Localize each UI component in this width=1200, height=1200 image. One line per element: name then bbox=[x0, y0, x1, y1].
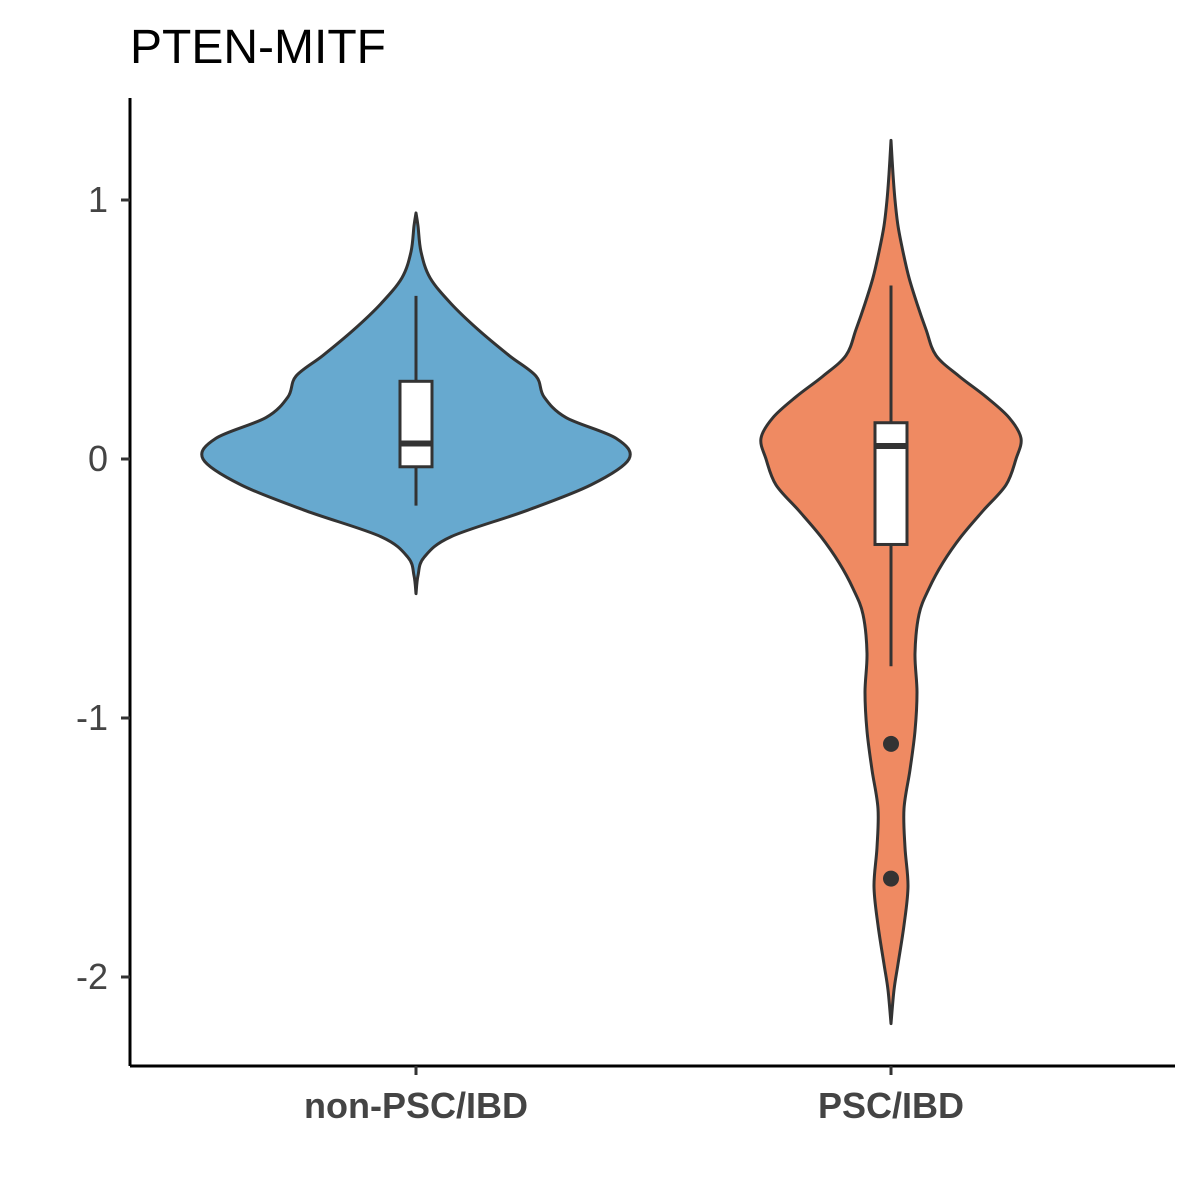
y-tick-label-3: -2 bbox=[76, 956, 108, 997]
box-0 bbox=[398, 379, 434, 469]
y-tick-label-1: 0 bbox=[88, 438, 108, 479]
plot-area bbox=[200, 138, 1023, 1026]
y-tick-label-2: -1 bbox=[76, 697, 108, 738]
axes: 1 0 -1 -2 non-PSC/IBD PSC/IBD bbox=[76, 98, 1175, 1126]
outlier-1-1 bbox=[883, 870, 899, 887]
outlier-1-0 bbox=[883, 735, 899, 752]
box-1 bbox=[873, 421, 909, 546]
x-tick-label-1: PSC/IBD bbox=[818, 1085, 964, 1126]
y-tick-label-0: 1 bbox=[88, 179, 108, 220]
chart-title: PTEN-MITF bbox=[130, 21, 386, 74]
x-tick-label-0: non-PSC/IBD bbox=[304, 1085, 528, 1126]
